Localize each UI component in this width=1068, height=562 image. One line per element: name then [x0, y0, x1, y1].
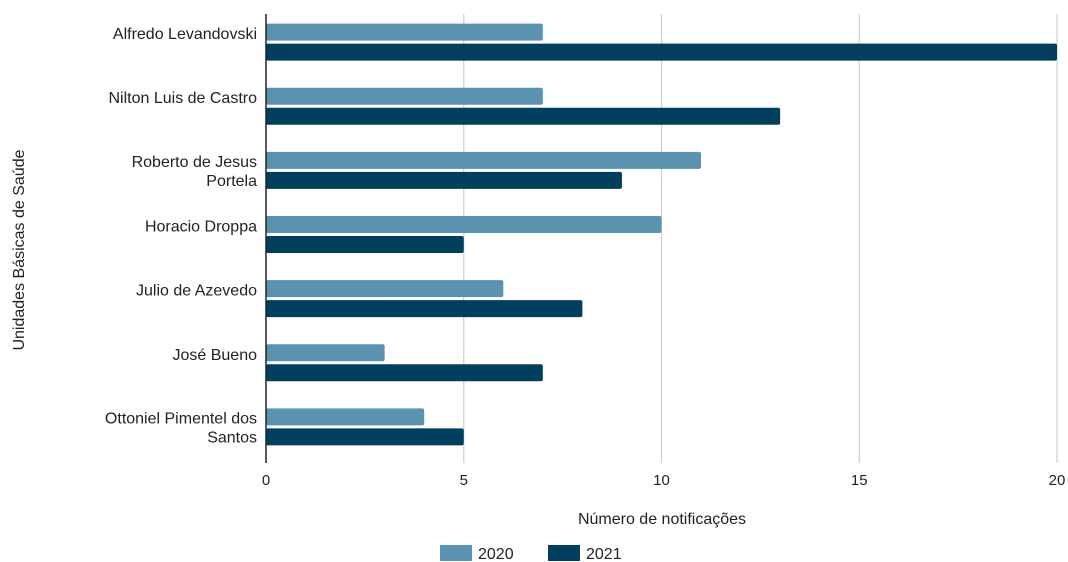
bar-2020-2 — [266, 151, 702, 169]
bar-2021-2 — [266, 171, 622, 189]
bar-2021-1 — [266, 107, 781, 125]
legend-swatch-2020 — [440, 545, 472, 561]
bar-2020-4 — [266, 280, 504, 298]
bar-2021-3 — [266, 236, 464, 253]
category-labels: Alfredo Levandovski Nilton Luis de Castro… — [105, 26, 257, 446]
gridlines — [463, 14, 1058, 463]
bar-2020-3 — [266, 216, 662, 233]
legend-label-2021: 2021 — [586, 546, 622, 562]
category-label: Santos — [207, 429, 257, 446]
bar-2021-5 — [266, 364, 543, 382]
bar-2020-0 — [266, 23, 543, 41]
legend: 2020 2021 — [440, 545, 622, 562]
category-label: Alfredo Levandovski — [113, 26, 257, 43]
legend-label-2020: 2020 — [478, 546, 514, 562]
x-tick-label: 5 — [460, 472, 468, 489]
legend-swatch-2021 — [548, 545, 580, 561]
y-axis-title: Unidades Básicas de Saúde — [11, 149, 28, 350]
bar-2021-4 — [266, 300, 583, 318]
bar-2020-5 — [266, 344, 385, 362]
x-tick-label: 10 — [653, 472, 670, 489]
bars — [266, 23, 1057, 446]
x-tick-label: 20 — [1049, 472, 1066, 489]
category-label: Julio de Azevedo — [136, 283, 257, 300]
category-label: José Bueno — [172, 347, 257, 364]
bar-2020-1 — [266, 87, 543, 105]
bar-2020-6 — [266, 408, 425, 426]
x-tick-labels: 0 5 10 15 20 — [262, 472, 1066, 489]
category-label: Portela — [206, 173, 257, 190]
category-label: Ottoniel Pimentel dos — [105, 410, 257, 427]
x-axis-title: Número de notificações — [578, 511, 746, 528]
bar-2021-6 — [266, 428, 464, 446]
x-tick-label: 15 — [851, 472, 868, 489]
category-label: Horacio Droppa — [145, 219, 257, 236]
bar-2021-0 — [266, 43, 1057, 61]
x-tick-label: 0 — [262, 472, 270, 489]
category-label: Roberto de Jesus — [132, 154, 257, 171]
category-label: Nilton Luis de Castro — [108, 90, 257, 107]
